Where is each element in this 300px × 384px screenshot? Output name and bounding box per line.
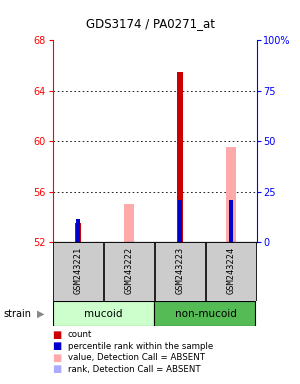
Bar [104, 242, 154, 301]
Bar [155, 242, 205, 301]
Text: GSM243222: GSM243222 [124, 247, 134, 294]
Bar [53, 242, 103, 301]
Bar [226, 147, 236, 242]
Bar [53, 301, 154, 326]
Text: mucoid: mucoid [84, 309, 123, 319]
Bar [206, 242, 256, 301]
Bar [178, 72, 182, 242]
Bar [230, 200, 232, 242]
Text: GSM243221: GSM243221 [74, 247, 82, 294]
Bar [76, 219, 80, 242]
Text: percentile rank within the sample: percentile rank within the sample [68, 342, 213, 351]
Text: non-mucoid: non-mucoid [175, 309, 236, 319]
Text: ■: ■ [52, 341, 62, 351]
Bar [178, 200, 182, 242]
Text: ■: ■ [52, 364, 62, 374]
Text: ▶: ▶ [37, 309, 44, 319]
Text: GDS3174 / PA0271_at: GDS3174 / PA0271_at [85, 17, 214, 30]
Text: GSM243224: GSM243224 [226, 247, 236, 294]
Text: rank, Detection Call = ABSENT: rank, Detection Call = ABSENT [68, 365, 200, 374]
Text: ■: ■ [52, 353, 62, 363]
Text: count: count [68, 330, 92, 339]
Bar [230, 200, 232, 242]
Bar [76, 223, 80, 242]
Text: GSM243223: GSM243223 [176, 247, 184, 294]
Text: ■: ■ [52, 330, 62, 340]
Text: value, Detection Call = ABSENT: value, Detection Call = ABSENT [68, 353, 205, 362]
Bar [154, 301, 256, 326]
Bar [124, 204, 134, 242]
Text: strain: strain [3, 309, 31, 319]
